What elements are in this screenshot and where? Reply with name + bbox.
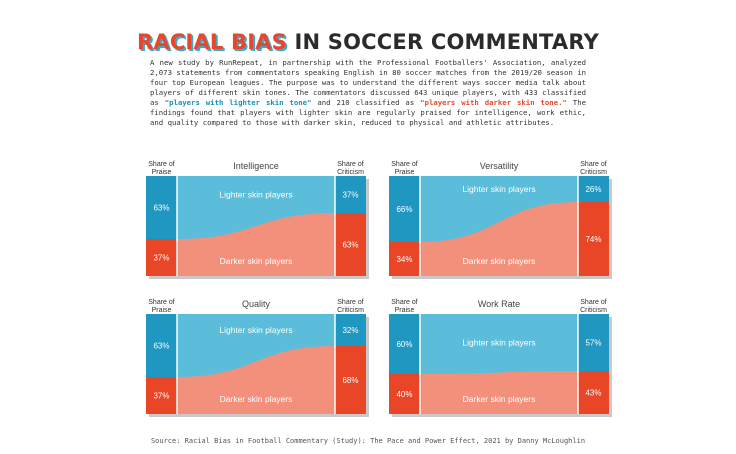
band-label-lighter-skin-players: Lighter skin players (219, 325, 292, 335)
criticism-darker-value: 74% (585, 235, 601, 244)
title-rest: IN SOCCER COMMENTARY (287, 30, 599, 54)
share-of-criticism-label: Share of Criticism (337, 161, 364, 176)
share-of-criticism-label: Share of Criticism (580, 161, 607, 176)
lighter-flow-band (420, 176, 578, 242)
chart-work-rate: Share of Praise Share of Criticism Work Rate… (371, 290, 612, 420)
praise-bar-lighter (146, 176, 177, 239)
criticism-lighter-value: 37% (342, 191, 358, 200)
criticism-bar-darker (335, 213, 366, 276)
chart-quality: Share of Praise Share of Criticism Quality 63… (128, 290, 369, 420)
praise-lighter-value: 60% (396, 340, 412, 349)
share-of-criticism-label: Share of Criticism (337, 299, 364, 314)
praise-darker-value: 37% (153, 392, 169, 401)
praise-lighter-value: 63% (153, 342, 169, 351)
band-label-darker-skin-players: Darker skin players (220, 394, 293, 404)
praise-bar-darker (389, 242, 420, 276)
chart-title: Quality (242, 299, 271, 309)
band-label-darker-skin-players: Darker skin players (463, 394, 536, 404)
praise-lighter-value: 63% (153, 204, 169, 213)
title-highlight: RACIAL BIAS (137, 30, 287, 54)
praise-darker-value: 40% (396, 390, 412, 399)
chart-versatility: Share of Praise Share of Criticism Versatili… (371, 152, 612, 282)
criticism-bar-darker (578, 202, 609, 276)
criticism-bar-lighter (578, 314, 609, 371)
praise-darker-value: 37% (153, 254, 169, 263)
intro-text-3: The findings found that players with lig… (150, 98, 586, 127)
criticism-darker-value: 63% (342, 241, 358, 250)
praise-darker-value: 34% (396, 255, 412, 264)
band-label-lighter-skin-players: Lighter skin players (462, 184, 535, 194)
chart-intelligence: Share of Praise Share of Criticism Intellige… (128, 152, 369, 282)
criticism-lighter-value: 57% (585, 339, 601, 348)
intro-text-1: A new study by RunRepeat, in partnership… (150, 58, 586, 107)
criticism-bar-lighter (578, 176, 609, 202)
source-note: Source: Racial Bias in Football Commenta… (150, 437, 586, 445)
share-of-praise-label: Share of Praise (148, 161, 175, 176)
praise-bar-darker (389, 374, 420, 414)
band-label-darker-skin-players: Darker skin players (220, 256, 293, 266)
lighter-flow-band (177, 314, 335, 377)
praise-bar-darker (146, 239, 177, 276)
intro-paragraph: A new study by RunRepeat, in partnership… (150, 58, 586, 128)
chart-title: Versatility (480, 161, 519, 171)
praise-bar-lighter (389, 176, 420, 242)
criticism-bar-lighter (335, 176, 366, 213)
praise-bar-lighter (389, 314, 420, 374)
band-label-lighter-skin-players: Lighter skin players (219, 190, 292, 200)
criticism-bar-darker (335, 346, 366, 414)
chart-title: Intelligence (233, 161, 279, 171)
intro-darker-highlight: "players with darker skin tone." (420, 98, 567, 107)
intro-lighter-highlight: "players with lighter skin tone" (164, 98, 312, 107)
share-of-praise-label: Share of Praise (391, 299, 418, 314)
criticism-lighter-value: 32% (342, 326, 358, 335)
praise-bar-darker (146, 377, 177, 414)
praise-bar-lighter (146, 314, 177, 377)
page-title: RACIAL BIAS IN SOCCER COMMENTARY (0, 30, 736, 54)
intro-text-2: and 210 classified as (311, 98, 421, 107)
criticism-bar-lighter (335, 314, 366, 346)
share-of-praise-label: Share of Praise (148, 299, 175, 314)
band-label-lighter-skin-players: Lighter skin players (462, 338, 535, 348)
lighter-flow-band (420, 314, 578, 374)
criticism-darker-value: 43% (585, 389, 601, 398)
lighter-flow-band (177, 176, 335, 239)
criticism-lighter-value: 26% (585, 185, 601, 194)
share-of-criticism-label: Share of Criticism (580, 299, 607, 314)
chart-title: Work Rate (478, 299, 520, 309)
criticism-bar-darker (578, 371, 609, 414)
praise-lighter-value: 66% (396, 205, 412, 214)
band-label-darker-skin-players: Darker skin players (463, 256, 536, 266)
share-of-praise-label: Share of Praise (391, 161, 418, 176)
criticism-darker-value: 68% (342, 376, 358, 385)
